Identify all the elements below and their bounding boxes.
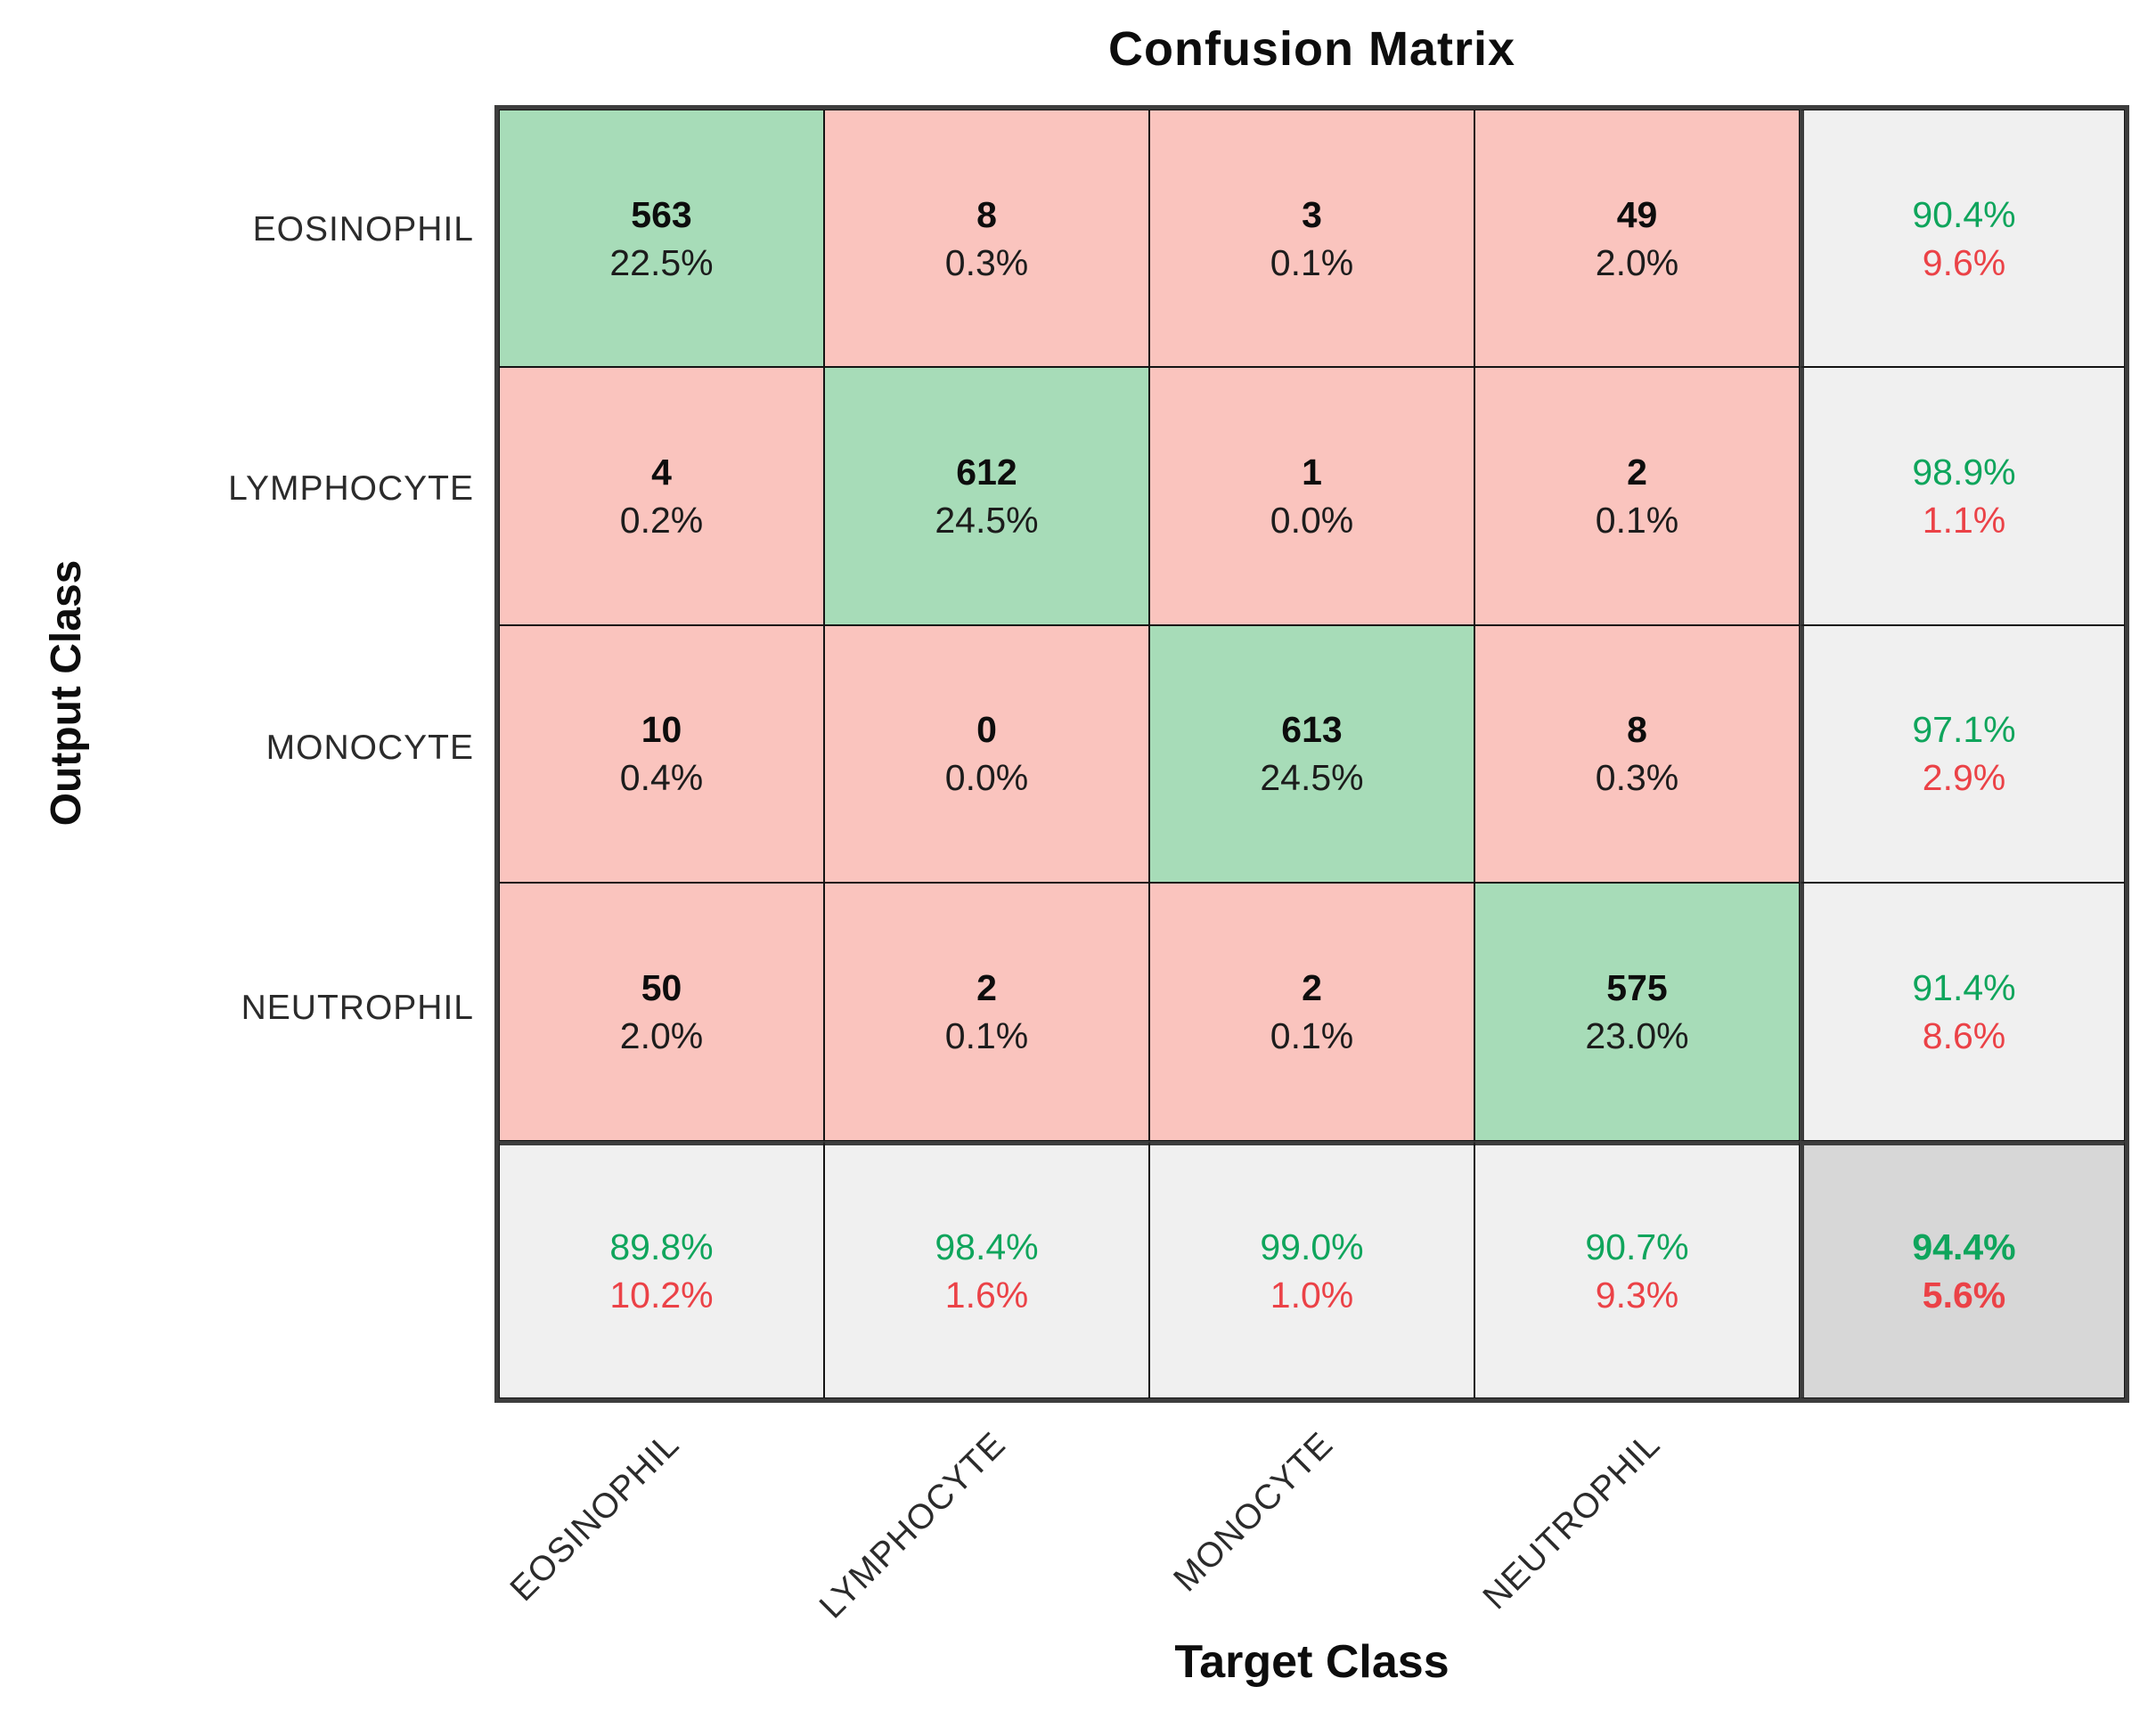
cell-percent: 0.2% bbox=[619, 500, 704, 542]
precision-positive-percent: 90.7% bbox=[1585, 1226, 1689, 1268]
col-summary-cell-c1: 98.4% 1.6% bbox=[824, 1140, 1149, 1398]
matrix-cell-r2c0: 10 0.4% bbox=[499, 624, 824, 884]
precision-negative-percent: 9.3% bbox=[1595, 1275, 1679, 1316]
y-axis-label: Output Class bbox=[43, 559, 90, 827]
cell-count: 612 bbox=[956, 451, 1017, 493]
precision-positive-percent: 99.0% bbox=[1260, 1226, 1364, 1268]
overall-accuracy-percent: 94.4% bbox=[1912, 1226, 2016, 1268]
overall-accuracy-cell: 94.4% 5.6% bbox=[1800, 1140, 2125, 1398]
ytick-label-eosinophil: EOSINOPHIL bbox=[252, 210, 474, 248]
cell-percent: 0.4% bbox=[619, 757, 704, 799]
precision-negative-percent: 1.6% bbox=[944, 1275, 1029, 1316]
recall-positive-percent: 90.4% bbox=[1912, 193, 2016, 235]
cell-count: 0 bbox=[976, 709, 997, 751]
col-summary-cell-c0: 89.8% 10.2% bbox=[499, 1140, 824, 1398]
cell-count: 575 bbox=[1606, 966, 1668, 1008]
matrix-cell-r1c1: 612 24.5% bbox=[824, 367, 1149, 625]
recall-positive-percent: 91.4% bbox=[1912, 966, 2016, 1008]
matrix-cell-r3c0: 50 2.0% bbox=[499, 883, 824, 1141]
matrix-cell-r2c3: 8 0.3% bbox=[1474, 624, 1800, 884]
matrix-cell-r0c1: 8 0.3% bbox=[824, 110, 1149, 368]
ytick-label-monocyte: MONOCYTE bbox=[265, 729, 474, 767]
cell-count: 613 bbox=[1281, 709, 1343, 751]
cell-percent: 2.0% bbox=[619, 1014, 704, 1056]
xtick-label-monocyte: MONOCYTE bbox=[1166, 1425, 1341, 1600]
cell-count: 2 bbox=[976, 966, 997, 1008]
matrix-cell-r1c0: 4 0.2% bbox=[499, 367, 824, 625]
ytick-label-lymphocyte: LYMPHOCYTE bbox=[228, 469, 474, 508]
cell-count: 50 bbox=[641, 966, 682, 1008]
precision-positive-percent: 89.8% bbox=[609, 1226, 714, 1268]
cell-percent: 2.0% bbox=[1595, 241, 1679, 283]
col-summary-cell-c2: 99.0% 1.0% bbox=[1149, 1140, 1474, 1398]
matrix-cell-r2c1: 0 0.0% bbox=[824, 624, 1149, 884]
matrix-cell-r0c2: 3 0.1% bbox=[1149, 110, 1474, 368]
matrix-cell-r2c2: 613 24.5% bbox=[1149, 624, 1474, 884]
cell-percent: 0.1% bbox=[1270, 241, 1354, 283]
cell-count: 8 bbox=[1627, 709, 1647, 751]
row-summary-cell-r3: 91.4% 8.6% bbox=[1800, 883, 2125, 1141]
cell-count: 1 bbox=[1302, 451, 1322, 493]
recall-negative-percent: 1.1% bbox=[1922, 500, 2006, 542]
row-summary-cell-r0: 90.4% 9.6% bbox=[1800, 110, 2125, 368]
cell-count: 8 bbox=[976, 193, 997, 235]
cell-percent: 23.0% bbox=[1585, 1014, 1689, 1056]
matrix-cell-r3c2: 2 0.1% bbox=[1149, 883, 1474, 1141]
chart-title: Confusion Matrix bbox=[1108, 22, 1515, 76]
matrix-cell-r0c0: 563 22.5% bbox=[499, 110, 824, 368]
row-summary-cell-r2: 97.1% 2.9% bbox=[1800, 624, 2125, 884]
cell-count: 4 bbox=[651, 451, 672, 493]
precision-negative-percent: 1.0% bbox=[1270, 1275, 1354, 1316]
matrix-cell-r1c2: 1 0.0% bbox=[1149, 367, 1474, 625]
cell-percent: 0.1% bbox=[944, 1014, 1029, 1056]
xtick-label-neutrophil: NEUTROPHIL bbox=[1475, 1425, 1668, 1617]
row-summary-cell-r1: 98.9% 1.1% bbox=[1800, 367, 2125, 625]
cell-count: 2 bbox=[1627, 451, 1647, 493]
recall-positive-percent: 97.1% bbox=[1912, 709, 2016, 751]
cell-percent: 0.3% bbox=[1595, 757, 1679, 799]
confusion-matrix-grid: 563 22.5% 8 0.3% 3 0.1% 49 2.0% 90.4% 9.… bbox=[494, 105, 2129, 1403]
cell-count: 563 bbox=[631, 193, 692, 235]
cell-percent: 22.5% bbox=[609, 241, 714, 283]
recall-positive-percent: 98.9% bbox=[1912, 451, 2016, 493]
cell-count: 3 bbox=[1302, 193, 1322, 235]
cell-percent: 0.3% bbox=[944, 241, 1029, 283]
cell-percent: 24.5% bbox=[1260, 757, 1364, 799]
matrix-cell-r1c3: 2 0.1% bbox=[1474, 367, 1800, 625]
cell-count: 49 bbox=[1616, 193, 1658, 235]
recall-negative-percent: 2.9% bbox=[1922, 757, 2006, 799]
cell-percent: 0.1% bbox=[1270, 1014, 1354, 1056]
precision-negative-percent: 10.2% bbox=[609, 1275, 714, 1316]
col-summary-cell-c3: 90.7% 9.3% bbox=[1474, 1140, 1800, 1398]
cell-count: 2 bbox=[1302, 966, 1322, 1008]
matrix-cell-r3c1: 2 0.1% bbox=[824, 883, 1149, 1141]
x-axis-label: Target Class bbox=[1174, 1636, 1450, 1688]
cell-count: 10 bbox=[641, 709, 682, 751]
cell-percent: 0.1% bbox=[1595, 500, 1679, 542]
overall-error-percent: 5.6% bbox=[1922, 1275, 2006, 1316]
matrix-cell-r3c3: 575 23.0% bbox=[1474, 883, 1800, 1141]
recall-negative-percent: 8.6% bbox=[1922, 1014, 2006, 1056]
recall-negative-percent: 9.6% bbox=[1922, 241, 2006, 283]
precision-positive-percent: 98.4% bbox=[935, 1226, 1039, 1268]
cell-percent: 0.0% bbox=[944, 757, 1029, 799]
xtick-label-eosinophil: EOSINOPHIL bbox=[502, 1425, 687, 1609]
cell-percent: 24.5% bbox=[935, 500, 1039, 542]
cell-percent: 0.0% bbox=[1270, 500, 1354, 542]
ytick-label-neutrophil: NEUTROPHIL bbox=[241, 989, 474, 1027]
matrix-cell-r0c3: 49 2.0% bbox=[1474, 110, 1800, 368]
xtick-label-lymphocyte: LYMPHOCYTE bbox=[812, 1425, 1014, 1626]
